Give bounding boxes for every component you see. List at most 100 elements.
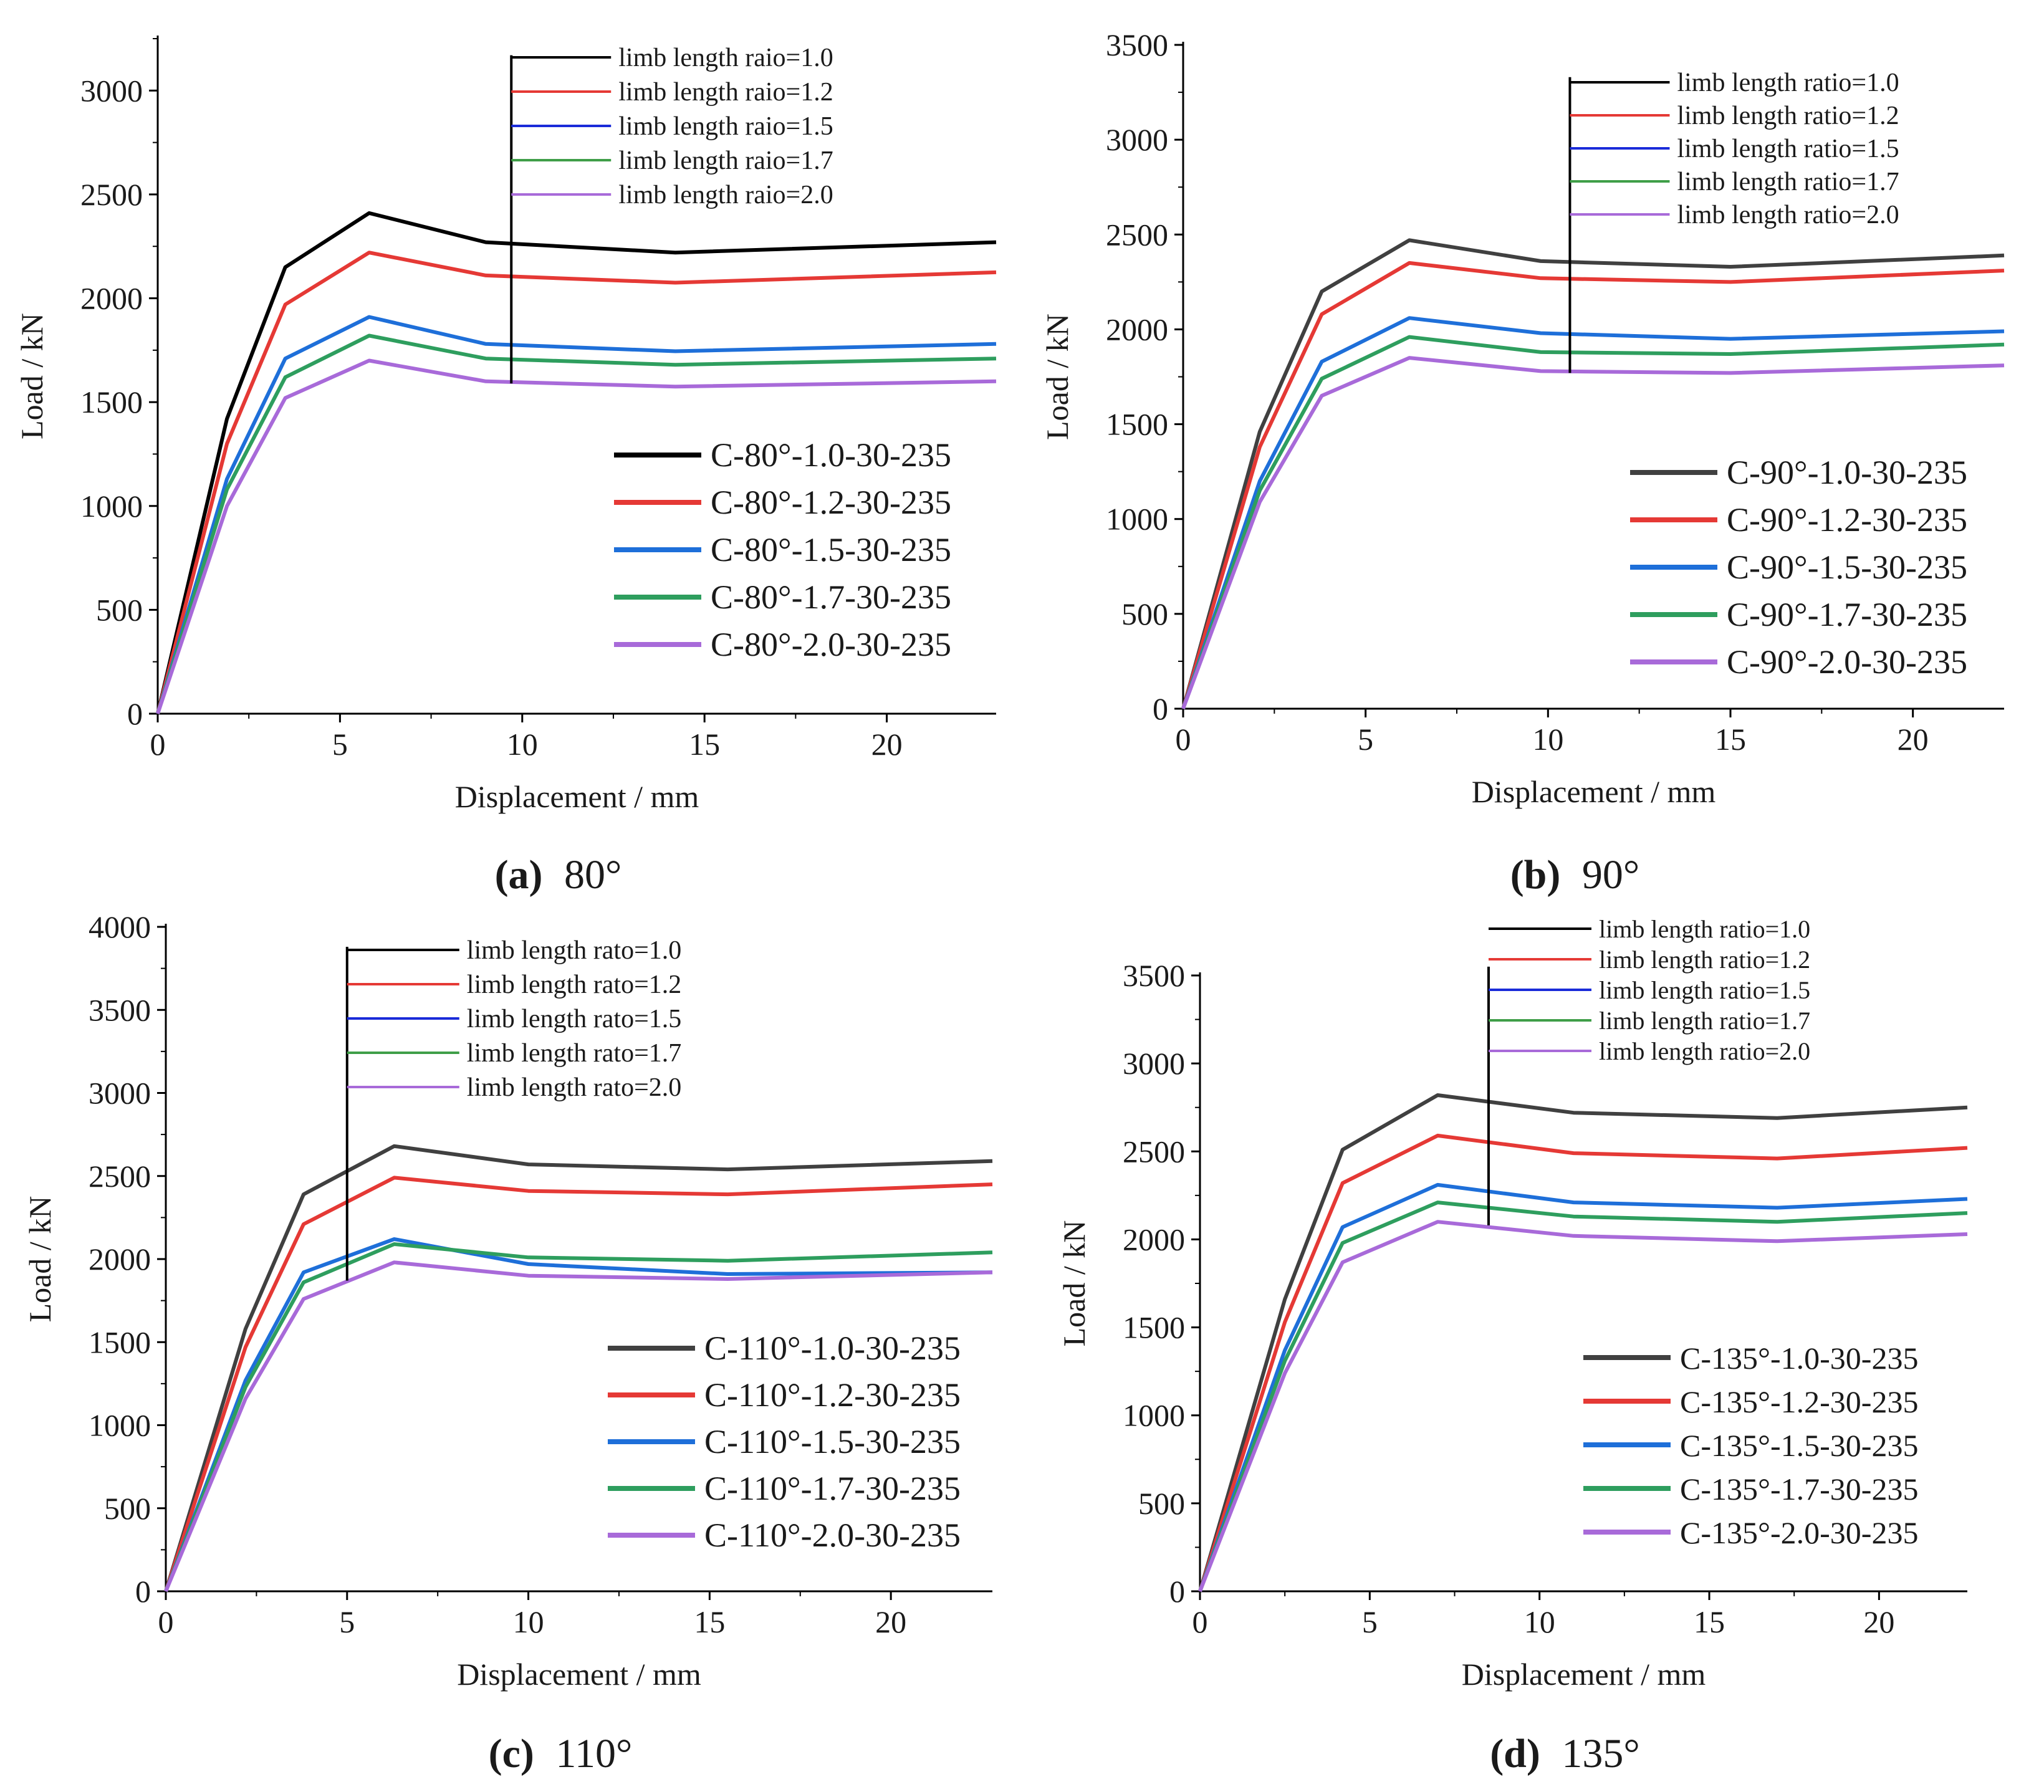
panel-a-ytick-label-0: 0 (127, 696, 143, 731)
panel-b-legend-label-1: C-90°-1.2-30-235 (1727, 501, 1967, 539)
panel-a-series-line-4 (156, 358, 997, 714)
panel-b-xlabel: Displacement / mm (1472, 774, 1716, 809)
panel-c-xtick-label-2: 10 (513, 1604, 544, 1639)
panel-b-caption-label: (b) (1510, 852, 1561, 898)
panel-a-xtick-label-3: 15 (689, 727, 720, 762)
panel-a-upper-legend-label-0: limb length raio=1.0 (618, 44, 833, 72)
panel-c-caption-label: (c) (489, 1731, 534, 1776)
panel-d-series-line-1 (1198, 1133, 1968, 1592)
panel-c-xtick-label-4: 20 (875, 1604, 906, 1639)
panel-b-ytick-label-3: 1500 (1106, 407, 1168, 442)
panel-c-ytick-label-8: 4000 (89, 909, 151, 944)
panel-d: 0 5 10 15 20 0 500 1000 1500 2000 2500 3000 3500 lim… (1057, 915, 1968, 1776)
panel-c-series-line-4 (164, 1260, 993, 1593)
panel-b-lower-legend: C-90°-1.0-30-235 C-90°-1.2-30-235 C-90°-1.… (1630, 454, 1967, 681)
panel-d-xtick-label-4: 20 (1863, 1604, 1894, 1639)
panel-c-ytick-label-5: 2500 (89, 1159, 151, 1194)
panel-b-ytick-label-4: 2000 (1106, 312, 1168, 347)
panel-a-upper-legend-label-1: limb length raio=1.2 (618, 78, 833, 107)
panel-b-xtick-label-4: 20 (1898, 722, 1929, 757)
panel-d-ytick-label-2: 1000 (1123, 1398, 1185, 1433)
panel-a: 0 5 10 15 20 0 500 1000 1500 2000 2500 3000 limb le… (14, 36, 997, 898)
panel-c-legend-label-2: C-110°-1.5-30-235 (704, 1423, 961, 1460)
panel-d-ytick-label-1: 500 (1138, 1486, 1185, 1521)
panel-b-series-line-0 (1181, 238, 2005, 709)
panel-b-ytick-label-2: 1000 (1106, 502, 1168, 537)
panel-d-xlabel: Displacement / mm (1462, 1657, 1706, 1692)
panel-b-axes (1182, 42, 2004, 710)
panel-b-upper-legend-label-1: limb length ratio=1.2 (1677, 102, 1899, 130)
panel-a-series (156, 211, 997, 714)
panel-b-upper-legend-label-3: limb length ratio=1.7 (1677, 168, 1899, 196)
panel-c-series-line-1 (164, 1176, 993, 1592)
panel-d-series (1198, 1093, 1968, 1593)
panel-c-xlabel: Displacement / mm (457, 1657, 701, 1692)
panel-c-ytick-label-1: 500 (104, 1491, 151, 1526)
panel-a-ytick-label-4: 2000 (80, 281, 143, 316)
panel-a-series-line-1 (156, 251, 997, 714)
panel-c-ytick-label-6: 3000 (89, 1076, 151, 1111)
panel-b-series-line-4 (1181, 356, 2005, 710)
panel-d-series-line-2 (1198, 1182, 1968, 1592)
panel-a-caption-text: 80° (564, 852, 621, 898)
panel-c-ytick-label-3: 1500 (89, 1325, 151, 1359)
panel-a-legend-label-4: C-80°-2.0-30-235 (711, 626, 951, 663)
panel-c-ytick-label-2: 1000 (89, 1408, 151, 1443)
panel-d-ytick-label-5: 2500 (1123, 1134, 1185, 1169)
panel-a-upper-legend-label-3: limb length raio=1.7 (618, 146, 833, 175)
panel-b-legend-label-2: C-90°-1.5-30-235 (1727, 549, 1967, 586)
panel-a-xtick-label-0: 0 (150, 727, 166, 762)
panel-a-xtick-label-4: 20 (871, 727, 903, 762)
panel-a-series-line-3 (156, 333, 997, 714)
panel-c-xtick-label-1: 5 (339, 1604, 355, 1639)
panel-a-ytick-label-6: 3000 (80, 73, 143, 108)
panel-c-upper-legend-label-4: limb length rato=2.0 (467, 1073, 681, 1102)
panel-b-series (1181, 238, 2005, 710)
panel-c-upper-legend-label-3: limb length rato=1.7 (467, 1039, 681, 1068)
panel-d-legend-label-0: C-135°-1.0-30-235 (1680, 1341, 1918, 1376)
panel-a-upper-legend-label-2: limb length raio=1.5 (618, 112, 833, 141)
panel-c-ytick-label-7: 3500 (89, 992, 151, 1027)
panel-b-upper-legend-label-4: limb length ratio=2.0 (1677, 201, 1899, 229)
panel-c-ticks: 0 5 10 15 20 0 500 1000 1500 2000 2500 3000 3500 4000 (89, 909, 906, 1639)
panel-d-xtick-label-1: 5 (1362, 1604, 1378, 1639)
panel-c-lower-legend: C-110°-1.0-30-235 C-110°-1.2-30-235 C-110°… (608, 1330, 961, 1554)
panel-d-legend-label-4: C-135°-2.0-30-235 (1680, 1515, 1918, 1550)
panel-a-upper-legend: limb length raio=1.0 limb length raio=1.2… (510, 44, 833, 384)
panel-a-caption-label: (a) (495, 852, 543, 898)
panel-b-xtick-label-3: 15 (1715, 722, 1746, 757)
panel-d-ylabel: Load / kN (1057, 1220, 1092, 1347)
panel-d-upper-legend-label-4: limb length ratio=2.0 (1599, 1037, 1810, 1065)
panel-a-legend-label-3: C-80°-1.7-30-235 (711, 578, 951, 616)
panel-d-xtick-label-0: 0 (1192, 1604, 1208, 1639)
panel-d-ytick-label-4: 2000 (1123, 1222, 1185, 1257)
panel-a-legend-label-0: C-80°-1.0-30-235 (711, 436, 951, 474)
panel-a-ylabel: Load / kN (14, 313, 49, 439)
panel-d-ytick-label-7: 3500 (1123, 958, 1185, 993)
panel-d-upper-legend-label-1: limb length ratio=1.2 (1599, 946, 1810, 974)
panel-c-upper-legend-label-0: limb length rato=1.0 (467, 936, 681, 965)
panel-b-xtick-label-0: 0 (1176, 722, 1191, 757)
panel-b-caption-text: 90° (1582, 852, 1639, 898)
panel-d-legend-label-2: C-135°-1.5-30-235 (1680, 1428, 1918, 1463)
panel-d-series-line-0 (1198, 1093, 1968, 1592)
panel-a-xtick-label-1: 5 (332, 727, 348, 762)
panel-b-upper-legend-label-2: limb length ratio=1.5 (1677, 135, 1899, 163)
panel-a-legend-label-2: C-80°-1.5-30-235 (711, 531, 951, 568)
panel-b-series-line-1 (1181, 261, 2005, 709)
panel-a-ytick-label-1: 500 (96, 592, 143, 627)
panel-b-xtick-label-2: 10 (1532, 722, 1563, 757)
panel-d-xtick-label-2: 10 (1524, 1604, 1555, 1639)
panel-b-upper-legend-label-0: limb length ratio=1.0 (1677, 69, 1899, 97)
panel-a-series-line-0 (156, 211, 997, 714)
panel-d-lower-legend: C-135°-1.0-30-235 C-135°-1.2-30-235 C-135°… (1583, 1341, 1918, 1550)
panel-c-series-line-0 (164, 1144, 993, 1592)
panel-b-ticks: 0 5 10 15 20 0 500 1000 1500 2000 2500 3000 3500 (1106, 27, 1929, 757)
panel-b-ytick-label-1: 500 (1121, 597, 1168, 631)
panel-b-legend-label-0: C-90°-1.0-30-235 (1727, 454, 1967, 491)
panel-c-series (164, 1144, 993, 1593)
panel-d-caption: (d) 135° (1490, 1731, 1640, 1776)
panel-a-ticks: 0 5 10 15 20 0 500 1000 1500 2000 2500 3000 (80, 38, 903, 762)
